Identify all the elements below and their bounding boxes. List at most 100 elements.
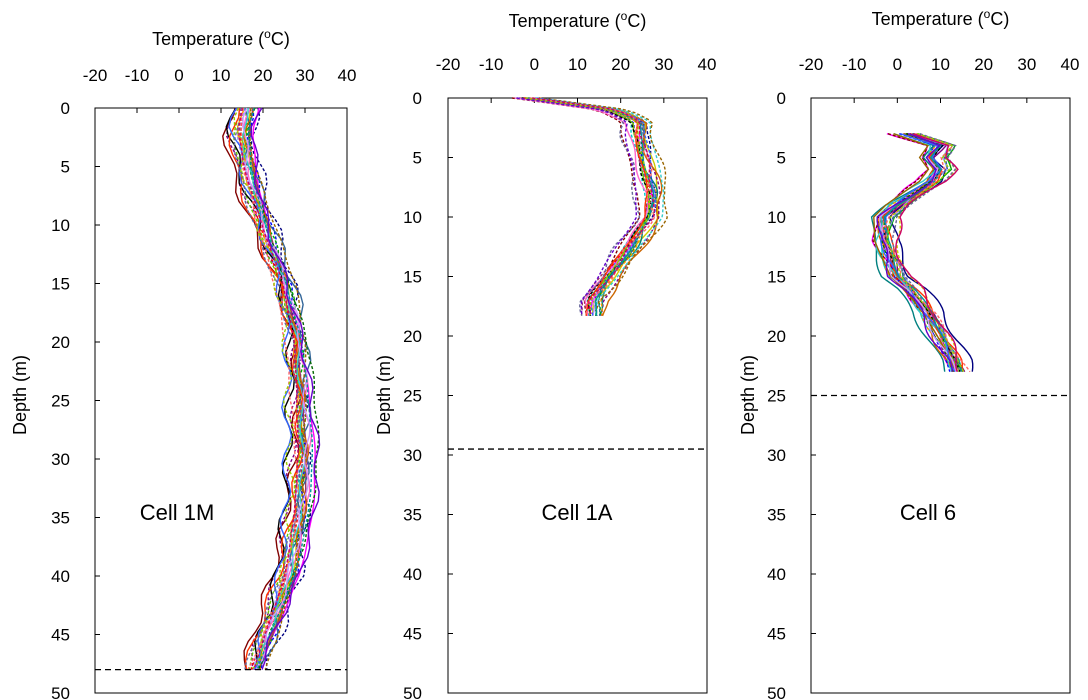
y-tick-label: 35 bbox=[51, 509, 70, 528]
temperature-profile-line bbox=[882, 133, 963, 373]
x-tick-label: -10 bbox=[479, 55, 504, 74]
y-tick-label: 40 bbox=[767, 565, 786, 584]
x-tick-label: -20 bbox=[799, 55, 824, 74]
x-tick-label: -10 bbox=[842, 55, 867, 74]
y-tick-label: 30 bbox=[51, 450, 70, 469]
y-tick-label: 5 bbox=[413, 149, 422, 168]
temperature-profile-line bbox=[888, 133, 974, 372]
temperature-profile-line bbox=[880, 133, 956, 373]
y-axis-title: Depth (m) bbox=[738, 355, 758, 435]
temperature-profile-line bbox=[538, 97, 668, 316]
y-tick-label: 35 bbox=[403, 506, 422, 525]
chart-panel-2: -20 -10 0 10 20 30 40 0 5 10 15 20 25 30 35 40 45 50 Tempe… bbox=[374, 9, 716, 700]
x-axis-title: Temperature (oC) bbox=[872, 7, 1010, 29]
y-tick-label: 10 bbox=[51, 216, 70, 235]
x-tick-label: 40 bbox=[338, 66, 357, 85]
y-tick-label: 5 bbox=[61, 158, 70, 177]
y-axis-title: Depth (m) bbox=[10, 355, 30, 435]
temperature-profile-line bbox=[244, 107, 312, 670]
temperature-profile-line bbox=[249, 107, 307, 670]
y-tick-label: 0 bbox=[777, 89, 786, 108]
y-tick-label: 50 bbox=[767, 684, 786, 700]
y-tick-label: 25 bbox=[403, 387, 422, 406]
y-tick-label: 30 bbox=[767, 446, 786, 465]
x-tick-label: 40 bbox=[1061, 55, 1080, 74]
cell-annotation: Cell 1A bbox=[542, 500, 613, 525]
x-tick-label: 0 bbox=[893, 55, 902, 74]
y-tick-label: 0 bbox=[61, 99, 70, 118]
x-tick-label: 0 bbox=[530, 55, 539, 74]
y-tick-label: 30 bbox=[403, 446, 422, 465]
y-tick-label: 40 bbox=[51, 567, 70, 586]
cell-annotation: Cell 1M bbox=[140, 500, 215, 525]
y-tick-label: 20 bbox=[403, 327, 422, 346]
temperature-profile-line bbox=[242, 107, 311, 670]
y-tick-label: 0 bbox=[413, 89, 422, 108]
y-tick-label: 5 bbox=[777, 149, 786, 168]
x-tick-label: 20 bbox=[254, 66, 273, 85]
y-tick-label: 50 bbox=[403, 684, 422, 700]
x-tick-label: 30 bbox=[296, 66, 315, 85]
x-tick-label: 40 bbox=[698, 55, 717, 74]
x-tick-label: 20 bbox=[974, 55, 993, 74]
x-tick-label: -10 bbox=[125, 66, 150, 85]
y-tick-label: 35 bbox=[767, 506, 786, 525]
chart-panel-1: -20 -10 0 10 20 30 40 0 5 10 15 20 25 30 35 40 45 50 Tempe… bbox=[10, 27, 356, 700]
y-tick-label: 25 bbox=[51, 392, 70, 411]
temperature-profile-line bbox=[886, 133, 965, 373]
y-tick-label: 15 bbox=[51, 275, 70, 294]
y-tick-label: 20 bbox=[51, 333, 70, 352]
temperature-profile-line bbox=[525, 97, 663, 317]
temperature-profile-line bbox=[519, 97, 650, 316]
temperature-profile-line bbox=[225, 107, 296, 670]
x-tick-label: 10 bbox=[212, 66, 231, 85]
x-tick-label: -20 bbox=[436, 55, 461, 74]
temperature-profile-line bbox=[876, 133, 953, 372]
temperature-profile-line bbox=[228, 107, 304, 670]
temperature-profile-line bbox=[883, 133, 963, 372]
x-axis-title: Temperature (oC) bbox=[152, 27, 290, 49]
temperature-profile-line bbox=[233, 107, 296, 671]
temperature-profile-line bbox=[238, 107, 299, 670]
y-tick-label: 45 bbox=[767, 625, 786, 644]
y-tick-label: 45 bbox=[51, 626, 70, 645]
chart-panel-3: -20 -10 0 10 20 30 40 0 5 10 15 20 25 30 35 40 45 50 Tempe… bbox=[738, 7, 1079, 700]
y-tick-label: 10 bbox=[767, 208, 786, 227]
temperature-profile-line bbox=[876, 133, 953, 372]
plot-frame bbox=[447, 97, 708, 694]
temperature-profile-line bbox=[873, 133, 956, 372]
y-tick-label: 10 bbox=[403, 208, 422, 227]
x-tick-label: 10 bbox=[568, 55, 587, 74]
temperature-profile-line bbox=[537, 97, 665, 316]
x-tick-label: 10 bbox=[931, 55, 950, 74]
y-tick-label: 15 bbox=[403, 268, 422, 287]
temperature-profile-line bbox=[247, 107, 313, 670]
y-tick-label: 20 bbox=[767, 327, 786, 346]
temperature-profile-line bbox=[525, 97, 652, 316]
cell-annotation: Cell 6 bbox=[900, 500, 956, 525]
temperature-profile-line bbox=[529, 97, 655, 316]
temperature-profile-line bbox=[895, 133, 959, 372]
temperature-profile-line bbox=[516, 97, 641, 317]
y-tick-label: 40 bbox=[403, 565, 422, 584]
x-tick-label: 0 bbox=[174, 66, 183, 85]
y-tick-label: 45 bbox=[403, 625, 422, 644]
x-tick-label: 20 bbox=[611, 55, 630, 74]
y-tick-label: 15 bbox=[767, 268, 786, 287]
temperature-profile-line bbox=[883, 133, 971, 373]
x-tick-label: 30 bbox=[654, 55, 673, 74]
x-tick-label: 30 bbox=[1017, 55, 1036, 74]
temperature-profile-line bbox=[516, 97, 638, 316]
y-tick-label: 25 bbox=[767, 387, 786, 406]
temperature-profile-line bbox=[523, 97, 649, 316]
y-tick-label: 50 bbox=[51, 684, 70, 700]
temperature-profile-line bbox=[879, 133, 956, 372]
x-tick-label: -20 bbox=[83, 66, 108, 85]
temperature-profile-line bbox=[532, 97, 656, 316]
y-axis-title: Depth (m) bbox=[374, 355, 394, 435]
temperature-profile-line bbox=[250, 107, 321, 670]
temperature-profile-line bbox=[891, 133, 962, 373]
temperature-profile-line bbox=[233, 107, 304, 670]
temperature-profile-line bbox=[240, 107, 299, 670]
